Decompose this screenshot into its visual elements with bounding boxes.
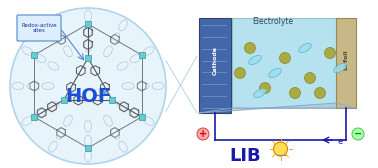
Text: Redox-active
sites: Redox-active sites [21, 23, 57, 33]
Text: LIB: LIB [230, 147, 261, 165]
FancyBboxPatch shape [17, 15, 61, 41]
Circle shape [197, 128, 209, 140]
Ellipse shape [249, 55, 261, 65]
Text: Electrolyte: Electrolyte [252, 16, 293, 26]
Text: HOF: HOF [65, 87, 111, 106]
FancyBboxPatch shape [199, 18, 231, 113]
Circle shape [290, 88, 301, 98]
Bar [85, 55, 91, 61]
Circle shape [279, 52, 291, 64]
Circle shape [234, 68, 245, 78]
Text: e⁻: e⁻ [337, 137, 347, 146]
Ellipse shape [334, 63, 346, 73]
Bar [85, 21, 91, 27]
Ellipse shape [299, 43, 311, 53]
Ellipse shape [269, 68, 281, 78]
Circle shape [245, 43, 256, 53]
Bar [31, 52, 37, 58]
Circle shape [314, 88, 325, 98]
Text: Cathode: Cathode [212, 46, 217, 75]
Bar [139, 52, 145, 58]
Text: −: − [354, 129, 362, 139]
Bar [139, 114, 145, 120]
Circle shape [324, 48, 336, 58]
Text: Li foil: Li foil [344, 51, 349, 70]
Circle shape [352, 128, 364, 140]
Bar [31, 114, 37, 120]
Circle shape [260, 82, 271, 94]
FancyBboxPatch shape [336, 18, 356, 108]
Ellipse shape [254, 88, 266, 98]
Circle shape [274, 142, 288, 156]
Bar [61, 97, 67, 103]
Circle shape [305, 73, 316, 83]
Circle shape [10, 8, 166, 164]
Polygon shape [199, 103, 356, 113]
Text: +: + [199, 129, 207, 139]
Bar [109, 97, 115, 103]
Bar [85, 145, 91, 151]
FancyBboxPatch shape [232, 18, 336, 108]
